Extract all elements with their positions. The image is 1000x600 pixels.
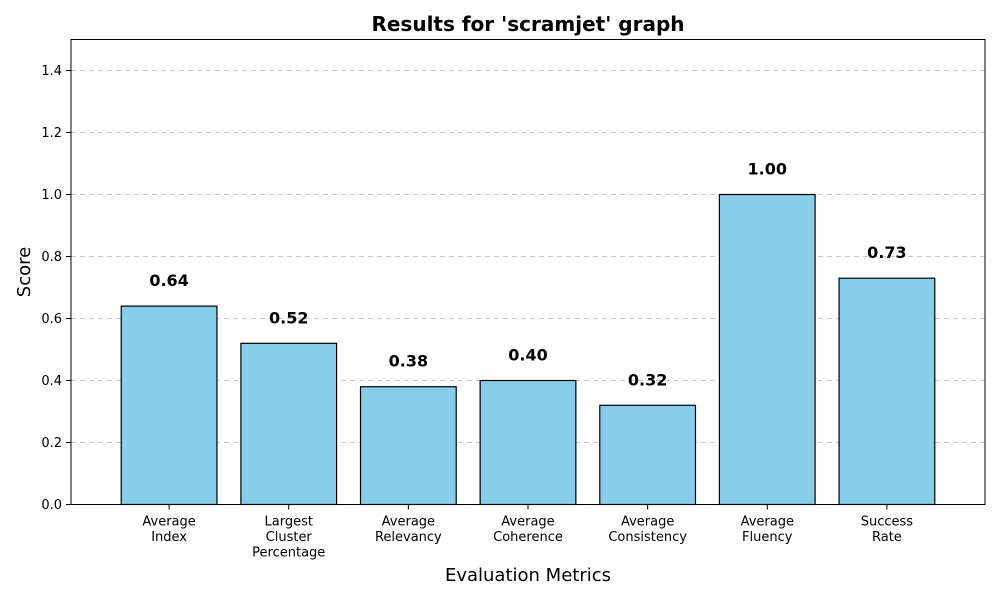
bar [359,386,457,506]
bar [120,305,218,506]
chart-title: Results for 'scramjet' graph [371,12,684,36]
y-tick-label: 0.6 [41,312,62,327]
bar [240,342,338,506]
x-tick-label: Average Consistency [608,515,687,546]
x-tick-label: Average Coherence [493,515,563,546]
x-axis-label: Evaluation Metrics [445,565,611,586]
y-tick-label: 1.2 [41,126,62,141]
y-tick-label: 0.0 [41,498,62,513]
data-label: 0.52 [269,308,308,327]
x-tick-label: Average Index [142,515,195,546]
data-label: 0.38 [389,352,428,371]
bar [479,379,577,506]
data-label: 0.73 [867,243,906,262]
y-tick-label: 1.4 [41,64,62,79]
y-tick-label: 0.4 [41,374,62,389]
bar [838,277,936,506]
data-label: 0.64 [149,271,188,290]
y-tick-label: 0.2 [41,436,62,451]
x-tick-label: Success Rate [861,515,914,546]
data-label: 1.00 [748,160,787,179]
bars [120,193,936,506]
data-labels: 0.64 0.52 0.38 0.40 0.32 1.00 0.73 [149,160,906,390]
y-axis-ticks: 0.0 0.2 0.4 0.6 0.8 1.0 1.2 1.4 [41,64,71,513]
x-tick-label: Average Fluency [741,515,794,546]
data-label: 0.40 [508,346,547,365]
bar [599,404,697,506]
y-axis-label: Score [14,247,35,297]
y-tick-label: 0.8 [41,250,62,265]
bar [718,193,816,506]
x-axis-ticks: Average Index Largest Cluster Percentage Aver… [142,504,914,561]
x-tick-label: Largest Cluster Percentage [252,515,325,561]
y-tick-label: 1.0 [41,188,62,203]
x-tick-label: Average Relevancy [375,515,442,546]
data-label: 0.32 [628,370,667,389]
